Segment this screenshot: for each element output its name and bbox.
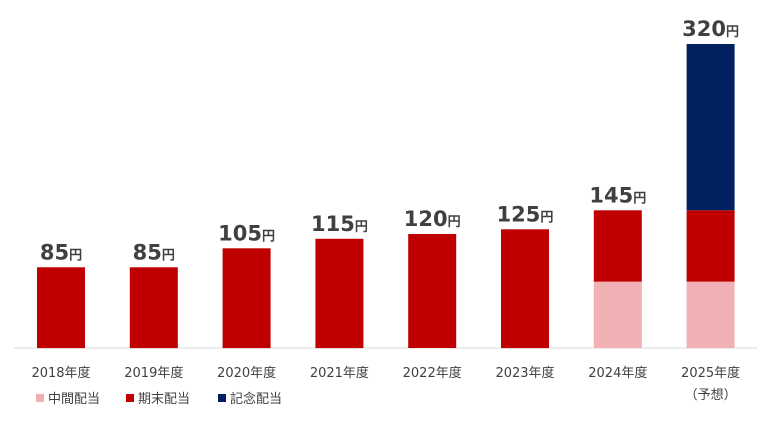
x-tick-label-4: 2022年度 [403,365,462,381]
legend-swatch-1 [126,394,134,402]
total-label-7: 320円 [682,17,739,41]
total-label-3: 115円 [311,212,368,236]
x-tick-label-0: 2018年度 [31,365,90,381]
bar-segment-7-1 [686,210,735,282]
bar-segment-1-1 [129,267,178,349]
legend-label-0: 中間配当 [48,392,100,407]
bar-segment-6-1 [593,210,642,282]
x-tick-sublabel-7: （予想） [685,387,737,403]
bar-segment-6-0 [593,281,642,348]
total-label-1: 85円 [133,240,175,264]
x-tick-labels-group: 2018年度 2019年度 2020年度 2021年度 2022年度 2023年度 2024… [31,365,740,403]
x-tick-label-2: 2020年度 [217,365,276,381]
bar-segment-3-1 [315,238,364,349]
legend-label-2: 記念配当 [230,391,282,407]
bars-group [37,44,735,349]
x-tick-label-3: 2021年度 [310,365,369,381]
bar-segment-7-0 [686,281,735,348]
total-label-2: 105円 [218,221,275,245]
bar-segment-7-2 [686,44,735,211]
total-labels-group: 85円 85円 105円 115円 120円 125円 145円 320円 [40,17,739,264]
total-label-5: 125円 [497,202,554,226]
x-tick-label-1: 2019年度 [124,365,183,381]
legend-swatch-2 [218,394,226,402]
x-tick-label-7: 2025年度 [681,365,740,381]
total-label-4: 120円 [404,207,461,231]
x-tick-label-6: 2024年度 [588,365,647,381]
bar-segment-2-1 [222,248,271,349]
bar-segment-0-1 [37,267,85,349]
bar-segment-4-1 [408,234,457,348]
legend-label-1: 期末配当 [138,392,190,407]
legend: 中間配当 期末配当 記念配当 [36,391,282,407]
total-label-6: 145円 [589,183,646,207]
total-label-0: 85円 [40,240,82,264]
legend-swatch-0 [36,394,44,402]
bar-segment-5-1 [501,229,549,349]
x-tick-label-5: 2023年度 [495,365,554,381]
